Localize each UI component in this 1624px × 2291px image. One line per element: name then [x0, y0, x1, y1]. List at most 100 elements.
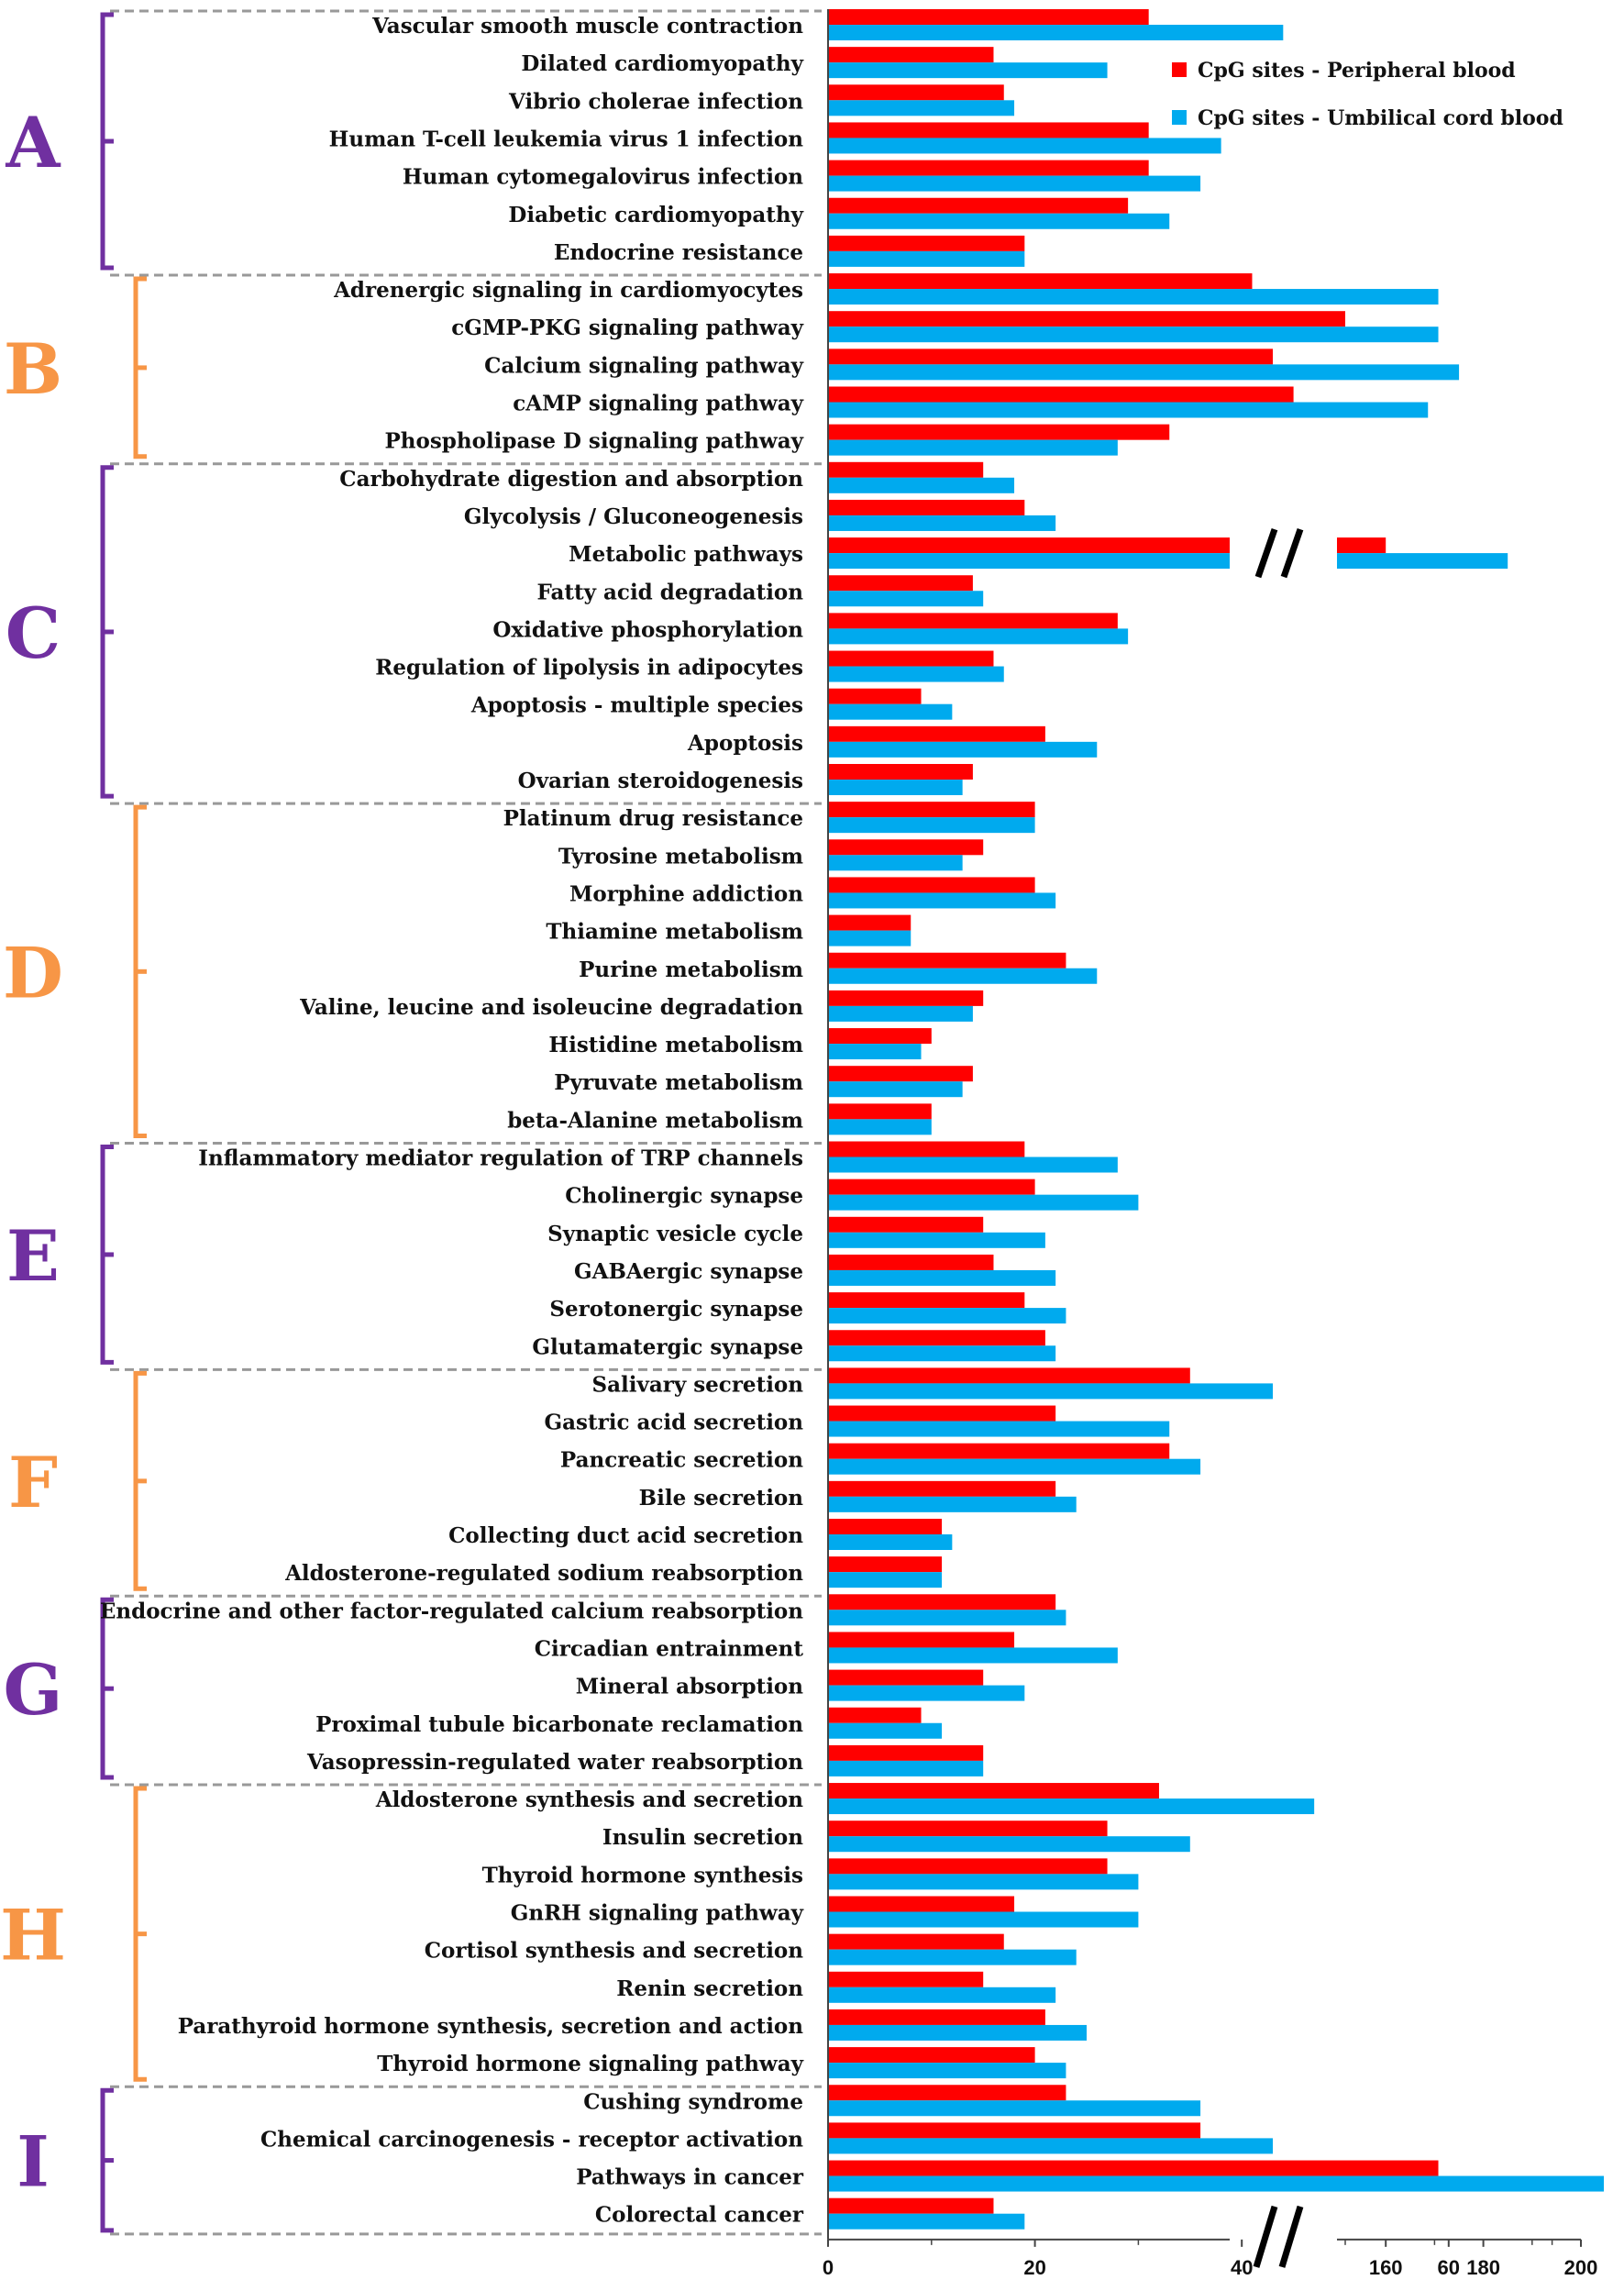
- bar-umbilical-calcium-signaling-pathway: [828, 364, 1460, 381]
- axis-break-mark: [1254, 527, 1278, 579]
- bar-peripheral-inflammatory-mediator-regulation-of-trp-channels: [828, 1141, 1025, 1157]
- category-label-ovarian-steroidogenesis: Ovarian steroidogenesis: [518, 769, 803, 793]
- bar-peripheral-renin-secretion: [828, 1971, 984, 1987]
- category-label-valine-leucine-and-isoleucine-degradation: Valine, leucine and isoleucine degradati…: [299, 995, 803, 1020]
- bar-umbilical-cgmp-pkg-signaling-pathway: [828, 326, 1439, 343]
- category-labels: Vascular smooth muscle contraction Dilate…: [100, 14, 804, 2228]
- category-label-colorectal-cancer: Colorectal cancer: [595, 2203, 804, 2228]
- bar-umbilical-dilated-cardiomyopathy: [828, 62, 1108, 79]
- bar-umbilical-adrenergic-signaling-in-cardiomyocytes: [828, 289, 1439, 305]
- category-label-insulin-secretion: Insulin secretion: [602, 1825, 803, 1850]
- bar-peripheral-valine-leucine-and-isoleucine-degradation: [828, 990, 984, 1006]
- bar-umbilical-inflammatory-mediator-regulation-of-trp-channels: [828, 1157, 1118, 1173]
- category-label-phospholipase-d-signaling-pathway: Phospholipase D signaling pathway: [384, 429, 803, 454]
- group-letter-d: D: [3, 932, 63, 1013]
- bar-peripheral-aldosterone-synthesis-and-secretion: [828, 1783, 1159, 1799]
- bar-peripheral-dilated-cardiomyopathy: [828, 47, 994, 63]
- bar-umbilical-oxidative-phosphorylation: [828, 628, 1129, 645]
- bar-peripheral-beta-alanine-metabolism: [828, 1103, 932, 1120]
- bar-umbilical-gnrh-signaling-pathway: [828, 1911, 1139, 1928]
- bar-peripheral-glycolysis-gluconeogenesis: [828, 499, 1025, 515]
- bar-umbilical-phospholipase-d-signaling-pathway: [828, 439, 1118, 456]
- bar-peripheral-regulation-of-lipolysis-in-adipocytes: [828, 650, 994, 667]
- category-label-oxidative-phosphorylation: Oxidative phosphorylation: [492, 617, 803, 642]
- category-label-circadian-entrainment: Circadian entrainment: [535, 1636, 804, 1661]
- bar-peripheral-tyrosine-metabolism: [828, 839, 984, 856]
- bar-peripheral-vascular-smooth-muscle-contraction: [828, 9, 1149, 25]
- bar-umbilical-regulation-of-lipolysis-in-adipocytes: [828, 666, 1004, 682]
- category-label-beta-alanine-metabolism: beta-Alanine metabolism: [507, 1108, 803, 1133]
- bar-umbilical-chemical-carcinogenesis-receptor-activation: [828, 2138, 1274, 2154]
- category-label-tyrosine-metabolism: Tyrosine metabolism: [558, 844, 803, 869]
- bar-peripheral-pyruvate-metabolism: [828, 1066, 973, 1082]
- bar-peripheral-gnrh-signaling-pathway: [828, 1896, 1015, 1912]
- bar-umbilical-gastric-acid-secretion: [828, 1421, 1170, 1437]
- bar-umbilical-renin-secretion: [828, 1987, 1056, 2003]
- bar-umbilical-metabolic-pathways-left: [828, 553, 1230, 570]
- bar-umbilical-valine-leucine-and-isoleucine-degradation: [828, 1005, 973, 1022]
- bar-peripheral-collecting-duct-acid-secretion: [828, 1519, 943, 1534]
- bar-umbilical-morphine-addiction: [828, 892, 1056, 909]
- bar-peripheral-vibrio-cholerae-infection: [828, 84, 1004, 101]
- category-label-inflammatory-mediator-regulation-of-trp-channels: Inflammatory mediator regulation of TRP …: [198, 1146, 803, 1171]
- group-brackets: A B C D E F G H I: [0, 12, 147, 2233]
- bar-umbilical-glycolysis-gluconeogenesis: [828, 515, 1056, 531]
- category-label-camp-signaling-pathway: cAMP signaling pathway: [513, 392, 803, 416]
- bar-umbilical-diabetic-cardiomyopathy: [828, 213, 1170, 229]
- category-label-carbohydrate-digestion-and-absorption: Carbohydrate digestion and absorption: [339, 467, 803, 492]
- bar-peripheral-metabolic-pathways-left: [828, 537, 1230, 554]
- bar-peripheral-purine-metabolism: [828, 952, 1066, 968]
- category-label-thyroid-hormone-signaling-pathway: Thyroid hormone signaling pathway: [377, 2052, 803, 2076]
- bar-umbilical-cushing-syndrome: [828, 2100, 1201, 2117]
- bar-umbilical-aldosterone-regulated-sodium-reabsorption: [828, 1572, 943, 1588]
- group-letter-b: B: [4, 328, 62, 410]
- bar-umbilical-salivary-secretion: [828, 1383, 1274, 1400]
- bar-peripheral-cushing-syndrome: [828, 2085, 1066, 2101]
- category-label-renin-secretion: Renin secretion: [616, 1976, 803, 2001]
- category-label-endocrine-and-other-factor-regulated-calcium-reabsorption: Endocrine and other factor-regulated cal…: [100, 1599, 803, 1623]
- group-letter-g: G: [4, 1649, 63, 1731]
- legend-swatch-peripheral: [1172, 62, 1187, 77]
- x-tick-label-200: 200: [1564, 2256, 1598, 2279]
- group-letter-e: E: [6, 1215, 60, 1297]
- category-label-cholinergic-synapse: Cholinergic synapse: [565, 1184, 803, 1209]
- bar-umbilical-pyruvate-metabolism: [828, 1081, 963, 1098]
- bar-peripheral-cortisol-synthesis-and-secretion: [828, 1933, 1004, 1950]
- category-label-pyruvate-metabolism: Pyruvate metabolism: [554, 1070, 803, 1095]
- bar-peripheral-gabaergic-synapse: [828, 1254, 994, 1270]
- bar-umbilical-bile-secretion: [828, 1496, 1077, 1512]
- x-tick-label-180: 180: [1466, 2256, 1500, 2279]
- axis-break-mark: [1253, 2205, 1278, 2268]
- category-label-vasopressin-regulated-water-reabsorption: Vasopressin-regulated water reabsorption: [306, 1750, 803, 1775]
- category-label-salivary-secretion: Salivary secretion: [591, 1372, 803, 1397]
- bar-umbilical-parathyroid-hormone-synthesis-secretion-and-action: [828, 2024, 1087, 2041]
- group-letter-h: H: [0, 1895, 66, 1976]
- category-label-diabetic-cardiomyopathy: Diabetic cardiomyopathy: [508, 203, 803, 227]
- bar-peripheral-chemical-carcinogenesis-receptor-activation: [828, 2122, 1201, 2139]
- group-letter-f: F: [8, 1442, 58, 1523]
- bar-umbilical-gabaergic-synapse: [828, 1269, 1056, 1286]
- bar-umbilical-apoptosis-multiple-species: [828, 703, 953, 720]
- bar-peripheral-endocrine-resistance: [828, 235, 1025, 251]
- category-label-mineral-absorption: Mineral absorption: [576, 1675, 803, 1699]
- group-letter-c: C: [6, 592, 61, 674]
- bar-peripheral-vasopressin-regulated-water-reabsorption: [828, 1744, 984, 1761]
- bar-umbilical-colorectal-cancer: [828, 2213, 1025, 2230]
- bar-umbilical-collecting-duct-acid-secretion: [828, 1534, 953, 1550]
- bar-peripheral-insulin-secretion: [828, 1821, 1108, 1837]
- category-label-morphine-addiction: Morphine addiction: [569, 881, 803, 906]
- bar-peripheral-thyroid-hormone-synthesis: [828, 1858, 1108, 1875]
- category-label-collecting-duct-acid-secretion: Collecting duct acid secretion: [448, 1523, 803, 1548]
- category-label-thyroid-hormone-synthesis: Thyroid hormone synthesis: [482, 1863, 803, 1887]
- category-label-histidine-metabolism: Histidine metabolism: [548, 1033, 803, 1057]
- bar-peripheral-oxidative-phosphorylation: [828, 613, 1118, 629]
- bar-umbilical-cholinergic-synapse: [828, 1194, 1139, 1211]
- category-label-adrenergic-signaling-in-cardiomyocytes: Adrenergic signaling in cardiomyocytes: [333, 278, 803, 303]
- bar-umbilical-vibrio-cholerae-infection: [828, 100, 1015, 116]
- x-tick-label-60: 60: [1438, 2256, 1460, 2279]
- bar-peripheral-calcium-signaling-pathway: [828, 349, 1274, 365]
- bar-peripheral-diabetic-cardiomyopathy: [828, 197, 1129, 214]
- category-label-vibrio-cholerae-infection: Vibrio cholerae infection: [508, 89, 803, 114]
- legend-label-umbilical: CpG sites - Umbilical cord blood: [1198, 106, 1563, 130]
- bar-peripheral-cholinergic-synapse: [828, 1179, 1035, 1195]
